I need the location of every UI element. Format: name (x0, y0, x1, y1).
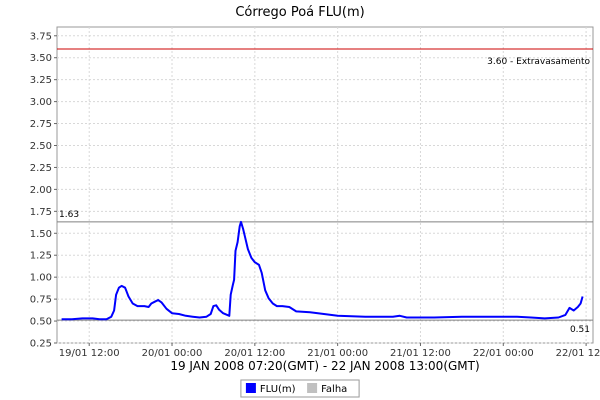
reference-lines: 3.60 - Extravasamento 1.63 0.51 (57, 48, 593, 335)
y-tick-label: 3.00 (30, 97, 52, 108)
x-tick-label: 22/01 12:00 (556, 348, 600, 359)
x-tick-label: 20/01 12:00 (224, 348, 285, 359)
plot-area (56, 26, 594, 344)
x-tick-label: 21/01 00:00 (307, 348, 368, 359)
y-tick-label: 2.75 (30, 119, 52, 130)
y-tick-label: 1.75 (30, 207, 52, 218)
reference-line-label: 0.51 (570, 325, 590, 335)
y-tick-label: 3.25 (30, 75, 52, 86)
y-tick-label: 0.75 (30, 295, 52, 306)
x-tick-label: 21/01 12:00 (390, 348, 451, 359)
y-tick-label: 1.50 (30, 229, 52, 240)
x-axis-label: 19 JAN 2008 07:20(GMT) - 22 JAN 2008 13:… (170, 359, 479, 373)
legend: FLU(m) Falha (240, 379, 360, 398)
legend-label: Falha (321, 384, 347, 395)
reference-line-label: 1.63 (59, 210, 79, 220)
y-tick-label: 2.25 (30, 163, 52, 174)
y-tick-label: 0.25 (30, 339, 52, 350)
y-tick-label: 2.00 (30, 185, 52, 196)
y-tick-label: 1.00 (30, 273, 52, 284)
x-tick-label: 22/01 00:00 (473, 348, 534, 359)
legend-box (240, 379, 360, 398)
y-tick-label: 1.25 (30, 251, 52, 262)
chart-title: Córrego Poá FLU(m) (235, 5, 364, 20)
y-tick-label: 0.50 (30, 317, 52, 328)
legend-swatch (245, 383, 256, 393)
y-tick-label: 3.75 (30, 31, 52, 42)
grid (57, 27, 593, 344)
legend-label: FLU(m) (260, 384, 296, 395)
series-layer (61, 220, 584, 321)
legend-swatch (307, 383, 318, 393)
axis-labels: 0.25 0.50 0.75 1.00 1.25 1.50 1.75 2.00 2.25 2.50… (30, 31, 600, 359)
series-line-flu (61, 220, 584, 321)
x-tick-label: 19/01 12:00 (59, 348, 120, 359)
reference-line-label: 3.60 - Extravasamento (487, 57, 590, 67)
x-tick-label: 20/01 00:00 (142, 348, 203, 359)
y-tick-label: 2.50 (30, 141, 52, 152)
y-tick-label: 3.50 (30, 53, 52, 64)
